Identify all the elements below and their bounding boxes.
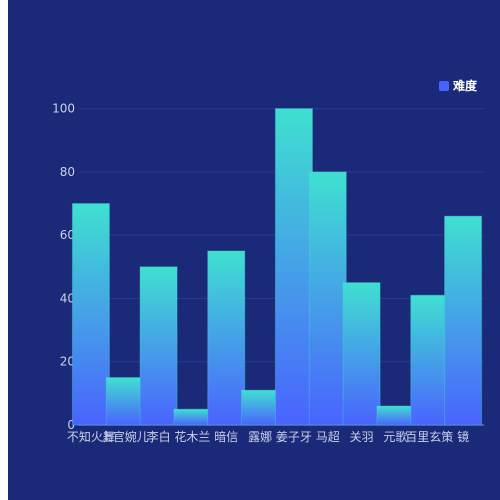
x-tick-label: 镜 <box>457 429 469 444</box>
y-tick-label: 80 <box>60 165 75 179</box>
bar[interactable] <box>308 171 347 426</box>
x-tick-label: 花木兰 <box>174 429 210 444</box>
bars <box>71 108 483 426</box>
x-tick-label: 上官婉儿 <box>101 429 149 444</box>
x-tick-label: 李白 <box>147 429 171 444</box>
y-tick-label: 0 <box>67 418 75 432</box>
x-tick-label: 露娜 <box>248 430 272 444</box>
y-tick-label: 60 <box>60 228 75 242</box>
y-tick-label: 100 <box>52 102 75 116</box>
y-axis-labels: 0 20 40 60 80 100 <box>52 102 75 432</box>
bar[interactable] <box>71 203 110 426</box>
x-axis-labels: 不知火舞上官婉儿李白 花木兰 暗信 露娜 姜子牙 马超 关羽 元歌百里玄策镜 <box>67 429 469 444</box>
bar[interactable] <box>105 377 144 426</box>
x-tick-label: 不知火舞 <box>67 430 115 444</box>
bar[interactable] <box>241 389 280 426</box>
legend[interactable]: 难度 <box>439 78 478 93</box>
legend-label: 难度 <box>452 78 478 93</box>
bar[interactable] <box>173 408 212 426</box>
bar[interactable] <box>139 266 178 426</box>
x-tick-label: 暗信 <box>214 429 238 444</box>
x-tick-label: 姜子牙 <box>276 430 312 444</box>
bar[interactable] <box>274 108 313 426</box>
x-tick-label: 百里玄策 <box>405 429 453 444</box>
bar[interactable] <box>410 294 449 426</box>
bar[interactable] <box>444 215 483 426</box>
bar[interactable] <box>207 250 246 426</box>
bar[interactable] <box>342 282 381 426</box>
y-tick-label: 20 <box>60 355 75 369</box>
bar[interactable] <box>376 405 415 426</box>
x-tick-label: 马超 <box>316 429 340 444</box>
x-tick-label: 元歌 <box>383 429 407 444</box>
x-tick-label: 关羽 <box>350 430 374 444</box>
y-tick-label: 40 <box>60 291 75 305</box>
legend-swatch <box>439 81 449 91</box>
